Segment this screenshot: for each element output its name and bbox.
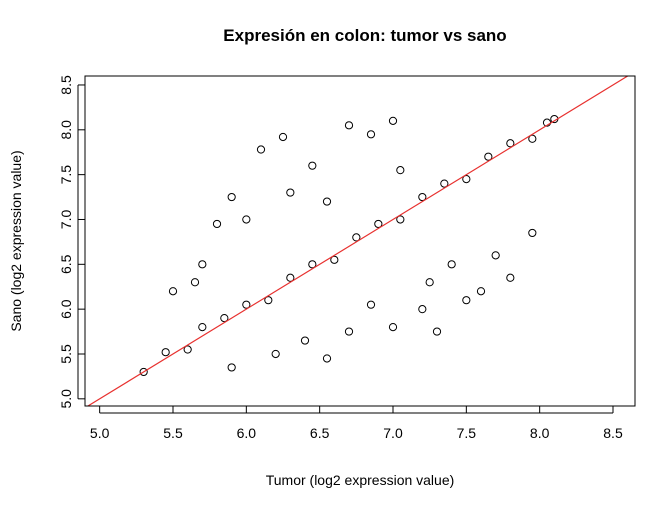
x-tick-label: 7.5 xyxy=(457,425,477,441)
data-point xyxy=(528,134,537,143)
chart-title: Expresión en colon: tumor vs sano xyxy=(223,26,506,45)
reference-line xyxy=(86,76,629,406)
y-tick-label: 8.0 xyxy=(58,120,74,140)
data-point xyxy=(168,287,178,296)
data-point xyxy=(227,363,236,372)
data-point xyxy=(300,336,310,345)
data-point xyxy=(396,166,405,175)
data-point xyxy=(388,116,398,125)
data-point xyxy=(374,219,383,229)
data-point xyxy=(491,251,500,260)
data-point xyxy=(183,345,192,354)
data-point xyxy=(484,152,493,161)
y-axis: 5.0 5.5 6.0 6.5 7.0 7.5 8.0 8.5 xyxy=(58,75,85,409)
data-point xyxy=(396,215,405,224)
data-point xyxy=(352,233,361,242)
data-point xyxy=(462,296,471,305)
data-point xyxy=(227,192,236,202)
x-tick-label: 6.0 xyxy=(237,425,257,441)
x-axis: 5.0 5.5 6.0 6.5 7.0 7.5 8.0 8.5 xyxy=(90,406,623,441)
y-tick-label: 6.5 xyxy=(58,254,74,274)
x-tick-label: 6.5 xyxy=(310,425,330,441)
y-tick-label: 7.0 xyxy=(58,210,74,230)
x-axis-title: Tumor (log2 expression value) xyxy=(266,472,455,488)
data-point xyxy=(506,139,515,148)
data-point xyxy=(308,161,317,170)
data-point xyxy=(506,273,515,282)
data-point xyxy=(242,215,251,224)
data-point xyxy=(366,130,376,139)
data-point xyxy=(388,322,398,332)
data-point xyxy=(447,260,456,269)
x-tick-label: 5.0 xyxy=(90,425,110,441)
reference-line-group xyxy=(86,76,629,406)
y-tick-label: 7.5 xyxy=(58,165,74,185)
data-point xyxy=(212,219,222,229)
data-point xyxy=(344,327,354,336)
data-point xyxy=(198,322,207,332)
y-tick-label: 6.0 xyxy=(58,299,74,319)
data-point xyxy=(476,287,486,296)
data-point xyxy=(286,273,295,282)
x-tick-label: 8.0 xyxy=(530,425,550,441)
data-points xyxy=(139,114,559,377)
x-tick-label: 7.0 xyxy=(383,425,403,441)
data-point xyxy=(366,300,376,309)
data-point xyxy=(462,175,471,184)
data-point xyxy=(242,300,251,309)
data-point xyxy=(322,197,332,206)
data-point xyxy=(344,121,354,130)
data-point xyxy=(271,349,280,359)
y-tick-label: 8.5 xyxy=(58,75,74,95)
data-point xyxy=(161,348,170,357)
data-point xyxy=(308,260,317,269)
data-point xyxy=(330,255,339,264)
data-point xyxy=(418,305,427,314)
data-point xyxy=(322,354,332,363)
data-point xyxy=(278,132,288,142)
y-axis-title: Sano (log2 expression value) xyxy=(8,150,24,331)
x-tick-label: 8.5 xyxy=(603,425,623,441)
data-point xyxy=(528,228,537,238)
y-tick-label: 5.5 xyxy=(58,344,74,364)
data-point xyxy=(264,296,273,305)
data-point xyxy=(440,179,449,188)
data-point xyxy=(198,260,207,269)
data-point xyxy=(190,278,200,287)
data-point xyxy=(286,188,295,197)
data-point xyxy=(425,278,434,287)
data-point xyxy=(432,327,442,336)
data-point xyxy=(139,367,148,377)
data-point xyxy=(418,192,427,202)
data-point xyxy=(220,314,229,323)
y-tick-label: 5.0 xyxy=(58,389,74,409)
x-tick-label: 5.5 xyxy=(163,425,183,441)
plot-frame xyxy=(84,75,636,407)
data-point xyxy=(256,145,266,154)
